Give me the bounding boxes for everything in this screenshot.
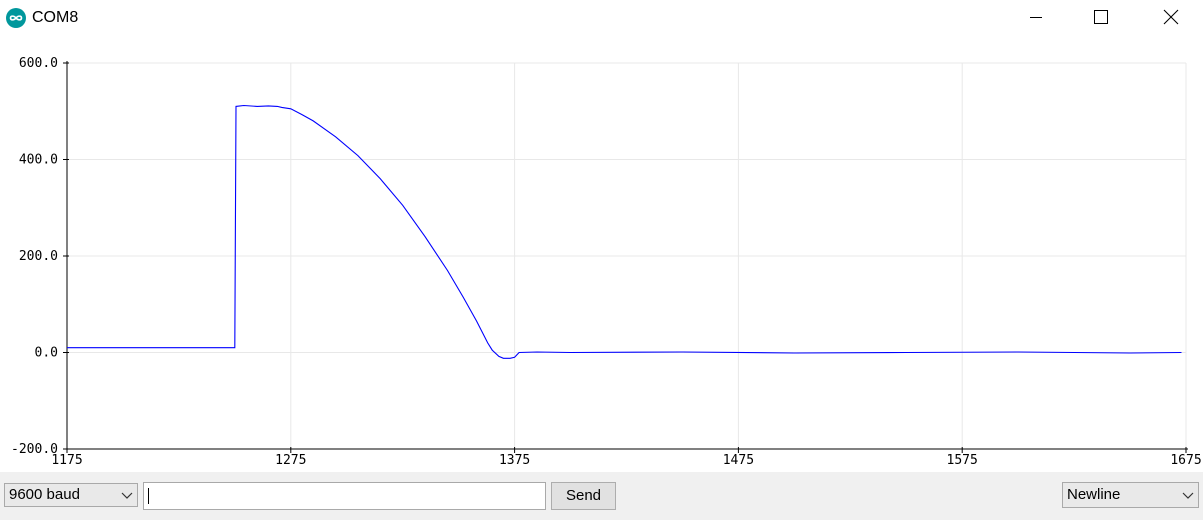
send-button[interactable]: Send [551, 482, 616, 510]
x-tick-label: 1375 [499, 453, 530, 468]
baud-rate-select[interactable]: 9600 baud [4, 483, 138, 507]
x-tick-label: 1275 [275, 453, 306, 468]
y-tick-label: 0.0 [35, 346, 58, 361]
title-bar: COM8 [0, 0, 1203, 36]
maximize-button[interactable] [1078, 0, 1124, 34]
maximize-icon [1094, 10, 1108, 24]
baud-rate-value: 9600 baud [9, 486, 80, 503]
serial-plotter: 600.0 400.0 200.0 0.0 -200.0 1175 1275 1375 1475… [0, 36, 1203, 472]
arduino-infinity-icon [6, 8, 26, 28]
line-ending-select[interactable]: Newline [1062, 482, 1199, 508]
bottom-toolbar: 9600 baud Send Newline [0, 472, 1203, 520]
close-button[interactable] [1148, 0, 1194, 34]
line-ending-value: Newline [1067, 486, 1121, 503]
y-tick-label: 400.0 [19, 153, 58, 168]
x-tick-label: 1575 [947, 453, 978, 468]
minimize-button[interactable] [1013, 0, 1059, 34]
y-tick-label: 200.0 [19, 249, 58, 264]
window-title: COM8 [32, 9, 79, 26]
text-caret [148, 488, 149, 504]
chevron-down-icon [121, 492, 133, 499]
chevron-down-icon [1182, 492, 1194, 499]
y-tick-label: 600.0 [19, 56, 58, 71]
close-icon [1163, 9, 1179, 25]
message-input[interactable] [143, 482, 546, 510]
series-line [67, 104, 1182, 359]
x-tick-label: 1175 [51, 453, 82, 468]
x-tick-label: 1475 [723, 453, 754, 468]
minimize-icon [1030, 17, 1042, 18]
y-tick-label: -200.0 [11, 442, 58, 457]
x-tick-label: 1675 [1170, 453, 1201, 468]
